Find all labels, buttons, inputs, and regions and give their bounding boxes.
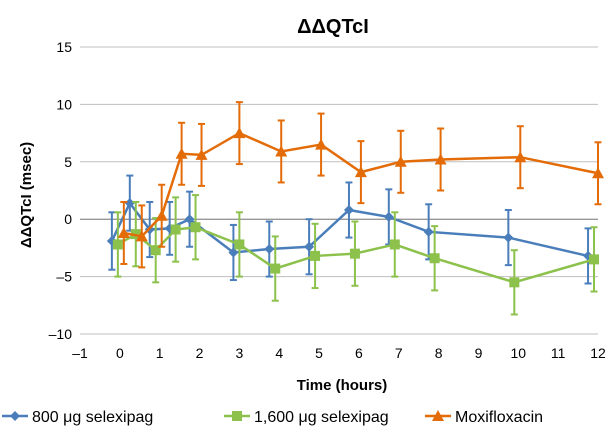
triangle-marker	[233, 127, 246, 139]
y-tick-label: –10	[49, 326, 73, 342]
y-axis-ticks: –10 –5 0 5 10 15	[49, 39, 73, 342]
x-axis-ticks: –1 0 1 2 3 4 5 6 7 8 9 10 11 12	[72, 345, 606, 361]
diamond-marker	[304, 241, 315, 252]
y-tick-label: 5	[64, 154, 72, 170]
legend-label: Moxifloxacin	[455, 409, 543, 426]
square-marker	[349, 248, 360, 259]
diamond-marker	[383, 211, 394, 222]
triangle-marker	[315, 138, 328, 150]
square-marker	[589, 254, 600, 265]
legend-label: 800 μg selexipag	[32, 409, 153, 426]
x-tick-label: 3	[235, 345, 243, 361]
square-marker	[310, 250, 321, 261]
series-layer	[106, 101, 604, 316]
triangle-marker	[592, 167, 604, 179]
square-marker	[389, 239, 400, 250]
x-tick-label: 0	[116, 345, 124, 361]
triangle-marker	[514, 151, 527, 163]
x-tick-label: 9	[475, 345, 483, 361]
legend: 800 μg selexipag 1,600 μg selexipag Moxifl…	[2, 409, 543, 426]
square-marker	[232, 411, 242, 421]
gridlines	[80, 46, 598, 335]
diamond-marker	[184, 214, 195, 225]
square-marker	[429, 253, 440, 264]
triangle-marker	[432, 410, 444, 421]
triangle-marker	[135, 230, 148, 242]
square-marker	[190, 222, 201, 233]
square-marker	[170, 224, 181, 235]
square-marker	[509, 277, 520, 288]
series-3	[117, 101, 604, 269]
triangle-marker	[195, 148, 208, 160]
triangle-marker	[155, 209, 168, 221]
x-tick-label: 2	[196, 345, 204, 361]
square-marker	[112, 239, 123, 250]
x-tick-label: 7	[395, 345, 403, 361]
triangle-marker	[434, 153, 447, 165]
triangle-marker	[394, 155, 407, 167]
y-axis-title: ΔΔQTcI (msec)	[18, 142, 35, 248]
x-tick-label: 4	[275, 345, 283, 361]
x-tick-label: –1	[72, 345, 88, 361]
x-axis-title: Time (hours)	[297, 377, 388, 394]
y-tick-label: 15	[56, 39, 72, 55]
x-tick-label: 11	[551, 345, 566, 361]
diamond-marker	[228, 247, 239, 258]
legend-item: Moxifloxacin	[425, 409, 543, 426]
y-tick-label: –5	[56, 269, 72, 285]
legend-label: 1,600 μg selexipag	[254, 409, 389, 426]
diamond-marker	[503, 232, 514, 243]
series-2	[112, 194, 600, 316]
x-tick-label: 5	[315, 345, 323, 361]
diamond-marker	[343, 205, 354, 216]
legend-item: 800 μg selexipag	[2, 409, 153, 426]
x-tick-label: 12	[590, 345, 606, 361]
diamond-marker	[423, 226, 434, 237]
diamond-marker	[10, 411, 20, 421]
square-marker	[234, 239, 245, 250]
x-tick-label: 8	[435, 345, 443, 361]
x-tick-label: 1	[156, 345, 164, 361]
y-tick-label: 10	[56, 96, 72, 112]
triangle-marker	[275, 145, 288, 157]
legend-item: 1,600 μg selexipag	[224, 409, 389, 426]
x-tick-label: 6	[355, 345, 363, 361]
diamond-marker	[264, 244, 275, 255]
chart-title: ΔΔQTcI	[297, 16, 369, 38]
triangle-marker	[354, 166, 367, 178]
square-marker	[270, 263, 281, 274]
y-tick-label: 0	[64, 211, 72, 227]
square-marker	[150, 245, 161, 256]
triangle-marker	[117, 226, 130, 238]
x-tick-label: 10	[511, 345, 527, 361]
triangle-marker	[175, 147, 188, 159]
diamond-marker	[124, 198, 135, 209]
